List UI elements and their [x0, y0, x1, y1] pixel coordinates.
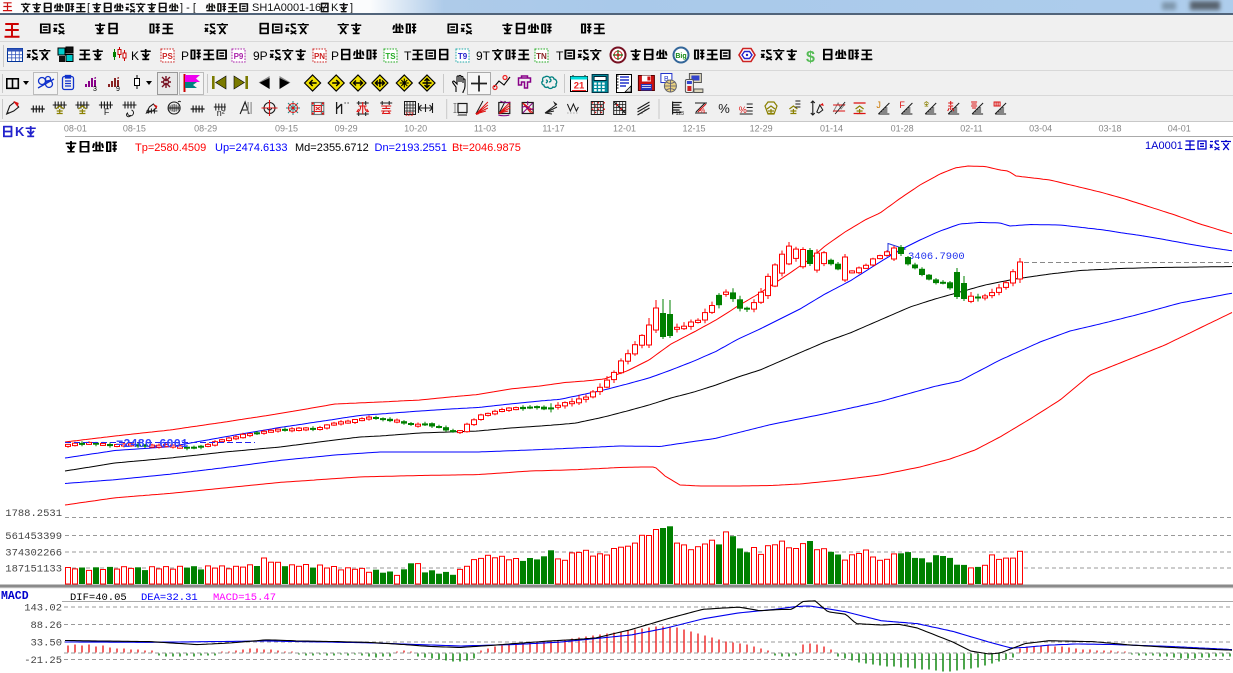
svg-text:P: P [331, 49, 339, 63]
svg-text:9T: 9T [476, 49, 491, 63]
svg-text:1A0001: 1A0001 [1145, 140, 1183, 152]
svg-text:K: K [131, 49, 139, 63]
svg-text:123: 123 [676, 111, 685, 117]
svg-text:=2480.6001: =2480.6001 [116, 437, 188, 451]
svg-text:F: F [899, 100, 905, 110]
svg-text:MACD: MACD [1, 590, 29, 603]
svg-text:T: T [404, 49, 412, 63]
svg-text:12-01: 12-01 [613, 124, 636, 134]
svg-text:$: $ [806, 49, 815, 66]
svg-text:DIF=40.05: DIF=40.05 [70, 592, 127, 604]
svg-text:01-14: 01-14 [820, 124, 843, 134]
svg-text:08-29: 08-29 [194, 124, 217, 134]
svg-text:MACD=15.47: MACD=15.47 [213, 592, 276, 604]
svg-text:04-01: 04-01 [1168, 124, 1191, 134]
svg-text:01-28: 01-28 [891, 124, 914, 134]
svg-text:P: P [181, 49, 189, 63]
svg-text:PN: PN [314, 52, 325, 61]
svg-text:1788.2531: 1788.2531 [5, 508, 62, 520]
svg-text:J: J [876, 100, 881, 110]
svg-text:%: % [699, 108, 705, 115]
svg-text:12-29: 12-29 [750, 124, 773, 134]
svg-text:K: K [15, 124, 25, 139]
svg-text:]: ] [350, 2, 353, 14]
svg-text:T: T [556, 49, 564, 63]
svg-text:09-29: 09-29 [335, 124, 358, 134]
svg-text:%: % [739, 105, 747, 115]
svg-text:03-18: 03-18 [1098, 124, 1121, 134]
svg-text:-21.25: -21.25 [24, 655, 62, 667]
svg-text:K: K [331, 2, 339, 14]
svg-text:02-11: 02-11 [960, 124, 982, 134]
svg-text:n²: n² [217, 108, 225, 118]
svg-text:Dn=2193.2551: Dn=2193.2551 [375, 142, 447, 154]
svg-text:143.02: 143.02 [24, 603, 62, 615]
svg-text:[: [ [87, 2, 90, 14]
svg-text:09-15: 09-15 [275, 124, 298, 134]
svg-text:11-03: 11-03 [474, 124, 496, 134]
svg-text:P9: P9 [234, 52, 244, 61]
svg-text:12-15: 12-15 [682, 124, 705, 134]
svg-text:03-04: 03-04 [1029, 124, 1052, 134]
svg-text:11-17: 11-17 [542, 124, 564, 134]
svg-text:9P: 9P [253, 49, 268, 63]
svg-text:187151133: 187151133 [5, 564, 62, 576]
svg-text:374302266: 374302266 [5, 548, 62, 560]
svg-text:9: 9 [116, 86, 120, 93]
svg-text:SH1A0001-167: SH1A0001-167 [252, 2, 327, 14]
svg-text:10-20: 10-20 [404, 124, 427, 134]
svg-text:B: B [664, 76, 669, 83]
svg-text:%: % [718, 101, 730, 116]
svg-text:Up=2474.6133: Up=2474.6133 [215, 142, 287, 154]
svg-text:3: 3 [93, 86, 97, 93]
svg-text:PS: PS [162, 52, 173, 61]
svg-text:08-15: 08-15 [123, 124, 146, 134]
svg-text:123: 123 [405, 112, 414, 118]
svg-text:T9: T9 [458, 52, 468, 61]
svg-text:Tp=2580.4509: Tp=2580.4509 [135, 142, 206, 154]
svg-text:3406.7900: 3406.7900 [908, 251, 965, 263]
svg-text:TN: TN [536, 52, 547, 61]
svg-text:] - [: ] - [ [180, 2, 196, 14]
svg-text:DEA=32.31: DEA=32.31 [141, 592, 198, 604]
svg-text:Bt=2046.9875: Bt=2046.9875 [452, 142, 521, 154]
svg-text:88.26: 88.26 [30, 620, 62, 632]
svg-text:21: 21 [574, 81, 585, 92]
svg-text:561453399: 561453399 [5, 531, 62, 543]
svg-text:Big: Big [675, 53, 686, 60]
svg-text:08-01: 08-01 [64, 124, 87, 134]
svg-text:33.50: 33.50 [30, 638, 62, 650]
svg-text:Md=2355.6712: Md=2355.6712 [295, 142, 369, 154]
svg-text:TS: TS [385, 52, 396, 61]
svg-text:F: F [104, 107, 110, 117]
